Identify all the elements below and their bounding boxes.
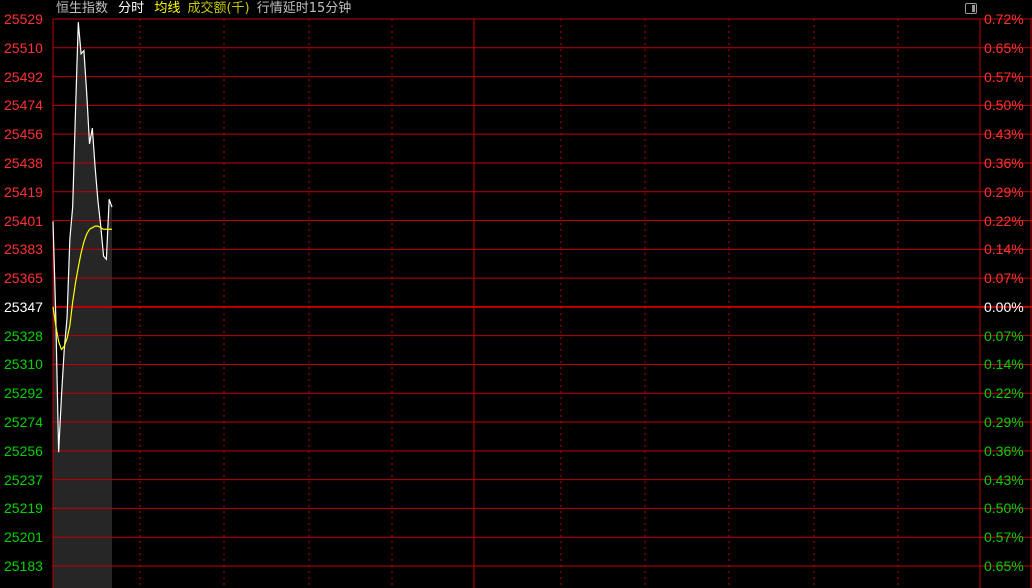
percent-tick-label: 0.72%: [984, 11, 1024, 27]
percent-tick-label: 0.00%: [984, 298, 1024, 315]
price-tick-label: 25401: [4, 212, 43, 229]
price-tick-label: 25201: [4, 529, 43, 546]
price-tick-label: 25274: [4, 414, 43, 431]
percent-tick-label: 0.22%: [984, 385, 1024, 402]
percent-tick-label: 0.57%: [984, 529, 1024, 546]
volume-label[interactable]: 成交额(千): [187, 1, 250, 16]
avg-line-toggle[interactable]: 均线: [154, 1, 181, 16]
price-tick-label: 25383: [4, 241, 43, 258]
mode-tab-intraday[interactable]: 分时: [118, 1, 145, 16]
percent-tick-label: 0.36%: [984, 442, 1024, 459]
price-tick-label: 25219: [4, 500, 43, 517]
price-tick-label: 25183: [4, 558, 43, 574]
price-tick-label: 25365: [4, 270, 43, 287]
price-tick-label: 25347: [4, 298, 43, 315]
price-tick-label: 25419: [4, 183, 43, 200]
price-tick-label: 25310: [4, 356, 43, 373]
percent-tick-label: 0.14%: [984, 356, 1024, 373]
percent-tick-label: 0.65%: [984, 558, 1024, 574]
percent-tick-label: 0.57%: [984, 68, 1024, 85]
percent-tick-label: 0.14%: [984, 241, 1024, 258]
percent-tick-label: 0.07%: [984, 327, 1024, 344]
average-line: [52, 225, 112, 351]
price-tick-label: 25510: [4, 39, 43, 56]
panel-toggle-icon[interactable]: [965, 3, 977, 14]
delay-note: 行情延时15分钟: [256, 1, 352, 16]
index-title: 恒生指数: [56, 1, 109, 16]
price-tick-label: 25456: [4, 126, 43, 143]
chart-header: 恒生指数 分时 均线 成交额(千) 行情延时15分钟: [56, 0, 357, 18]
price-area: [53, 22, 112, 588]
percent-tick-label: 0.43%: [984, 126, 1024, 143]
percent-tick-label: 0.29%: [984, 183, 1024, 200]
percent-tick-label: 0.43%: [984, 471, 1024, 488]
percent-tick-label: 0.29%: [984, 414, 1024, 431]
price-tick-label: 25328: [4, 327, 43, 344]
price-tick-label: 25256: [4, 442, 43, 459]
price-tick-label: 25474: [4, 97, 43, 114]
price-tick-label: 25492: [4, 68, 43, 85]
price-tick-label: 25529: [4, 11, 43, 27]
percent-tick-label: 0.07%: [984, 270, 1024, 287]
percent-tick-label: 0.22%: [984, 212, 1024, 229]
price-tick-label: 25438: [4, 154, 43, 171]
price-tick-label: 25292: [4, 385, 43, 402]
percent-tick-label: 0.36%: [984, 154, 1024, 171]
price-tick-label: 25237: [4, 471, 43, 488]
percent-tick-label: 0.50%: [984, 500, 1024, 517]
percent-tick-label: 0.50%: [984, 97, 1024, 114]
percent-tick-label: 0.65%: [984, 39, 1024, 56]
price-line: [52, 22, 113, 453]
